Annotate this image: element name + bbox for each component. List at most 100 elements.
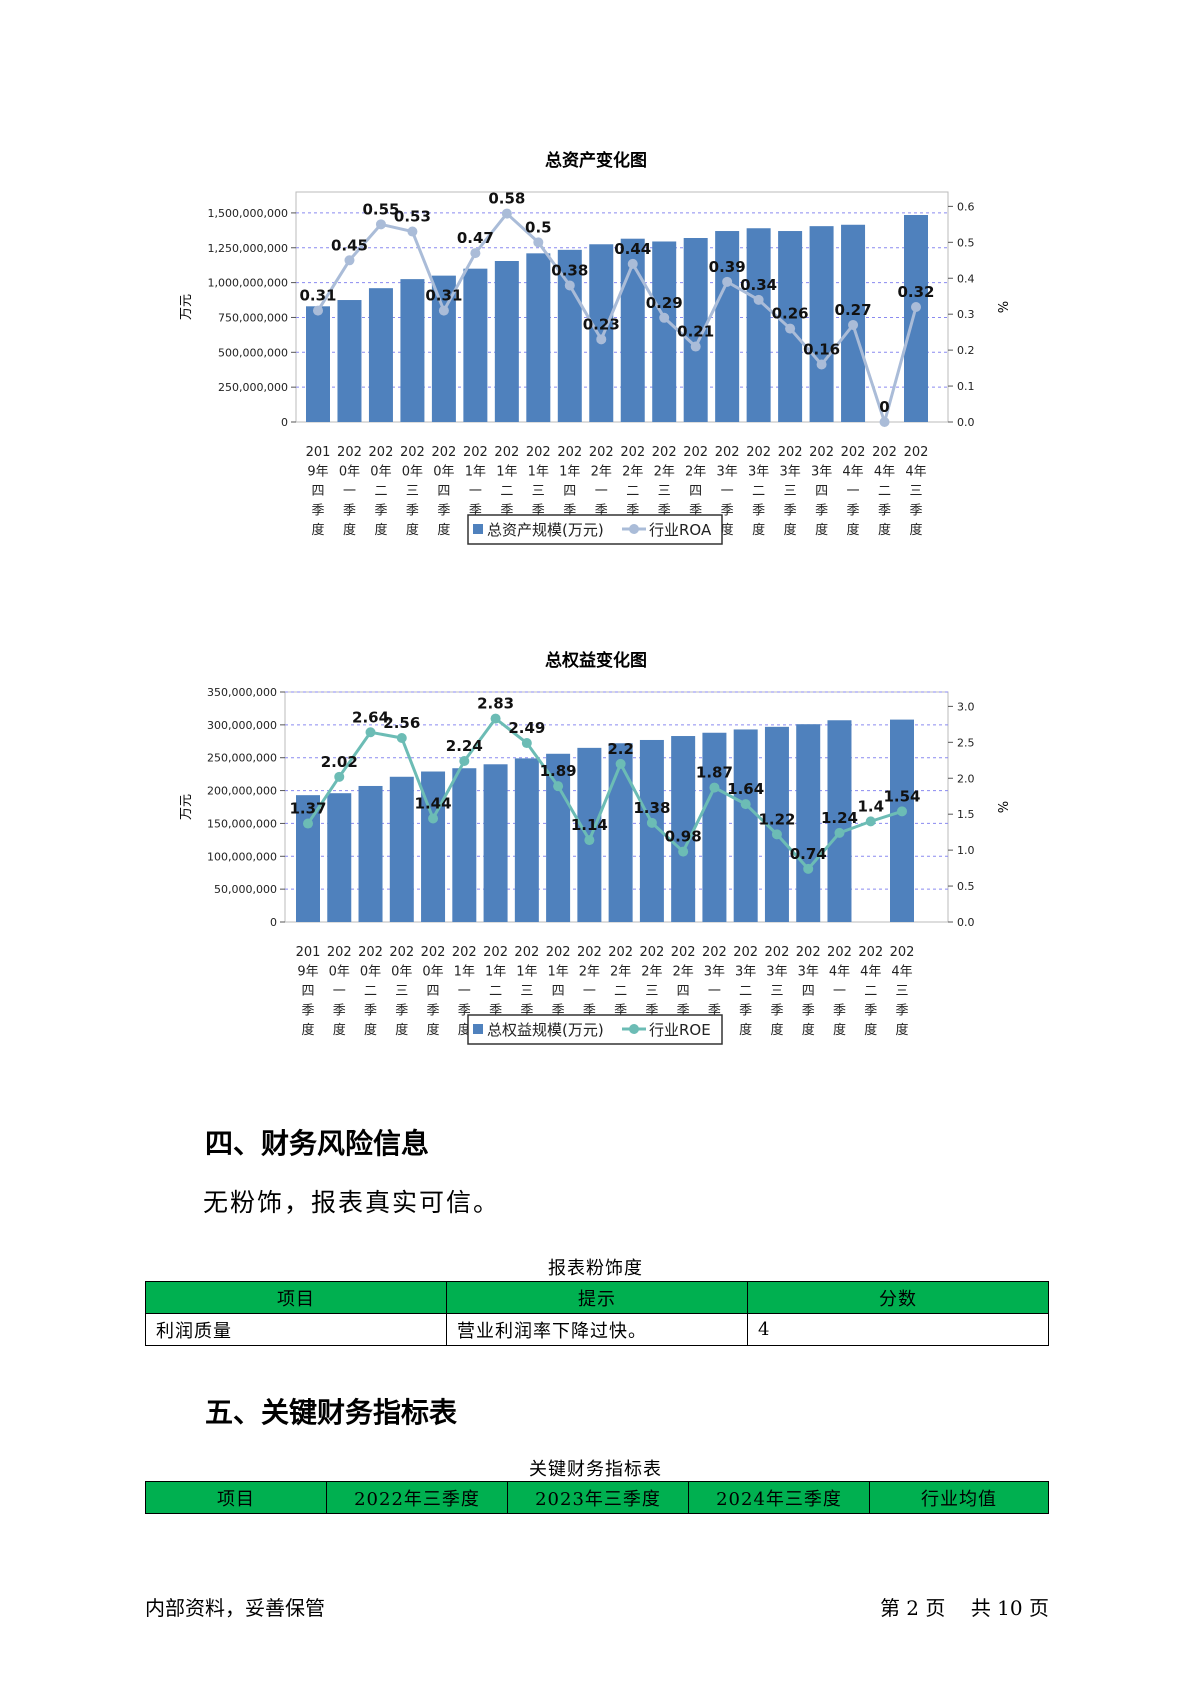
right-tick-label: 0.2 — [957, 344, 975, 357]
x-tick-label-line: 一 — [343, 484, 356, 499]
x-tick-label-line: 0年 — [370, 465, 391, 480]
x-tick-label-line: 202 — [337, 445, 362, 460]
left-tick-label: 1,500,000,000 — [208, 207, 288, 220]
x-tick-label-line: 202 — [514, 945, 539, 960]
x-tick-label-line: 三 — [520, 984, 533, 999]
data-label: 1.54 — [883, 787, 920, 805]
data-label: 1.22 — [758, 810, 795, 828]
data-label: 0.26 — [772, 305, 809, 323]
x-tick-label-line: 度 — [311, 522, 324, 538]
x-tick-label-line: 4年 — [874, 465, 895, 480]
key-table-header: 2022年三季度 — [326, 1481, 508, 1514]
x-tick-label-line: 二 — [878, 484, 891, 499]
data-label: 1.14 — [571, 816, 608, 834]
data-label: 0.38 — [551, 261, 588, 279]
x-tick-label-line: 202 — [639, 945, 664, 960]
x-tick-label-line: 季 — [909, 504, 922, 519]
data-label: 0.98 — [665, 828, 702, 846]
x-tick-label-line: 度 — [374, 522, 387, 538]
ratio-point — [722, 276, 733, 287]
x-tick-label-line: 2年 — [654, 465, 675, 480]
left-tick-label: 250,000,000 — [218, 381, 288, 394]
ratio-point — [313, 305, 323, 316]
x-tick-label-line: 季 — [721, 504, 734, 519]
x-tick-label-line: 一 — [469, 484, 482, 499]
right-tick-label: 3.0 — [957, 700, 975, 713]
x-tick-label-line: 季 — [752, 504, 765, 519]
right-tick-label: 0.0 — [957, 416, 975, 429]
legend-box — [467, 514, 723, 545]
legend-label: 总权益规模(万元) — [487, 1021, 604, 1039]
x-tick-label-line: 2年 — [622, 465, 643, 480]
table-row: 利润质量 营业利润率下降过快。 4 — [145, 1313, 1049, 1346]
bar — [296, 795, 320, 922]
data-label: 0.32 — [897, 283, 934, 301]
x-tick-label-line: 201 — [306, 445, 331, 460]
x-tick-label-line: 四 — [677, 984, 690, 999]
bar — [589, 244, 614, 422]
key-table-caption: 关键财务指标表 — [529, 1459, 662, 1480]
x-tick-label-line: 三 — [770, 984, 783, 999]
x-tick-label-line: 1年 — [528, 465, 549, 480]
x-tick-label-line: 二 — [739, 984, 752, 999]
left-tick-label: 500,000,000 — [218, 346, 288, 359]
x-tick-label: 202 4年三季度 — [890, 945, 915, 1038]
x-tick-label-line: 季 — [437, 504, 450, 519]
x-tick-label-line: 1年 — [559, 465, 580, 480]
total-assets-chart: 总资产变化图 0 250,000,000 500,000,000 750,000,000… — [0, 140, 1191, 595]
chart-title: 总资产变化图 — [545, 150, 647, 171]
x-tick-label-line: 202 — [494, 445, 519, 460]
x-tick-label-line: 度 — [752, 522, 765, 538]
bar — [306, 306, 330, 422]
x-tick-label-line: 度 — [721, 522, 734, 538]
x-tick-label-line: 度 — [815, 522, 828, 538]
x-tick-label-line: 度 — [406, 522, 419, 538]
x-tick-label-line: 四 — [563, 484, 576, 499]
data-label: 2.02 — [321, 753, 358, 771]
x-tick-label-line: 二 — [500, 484, 513, 499]
bar — [577, 747, 602, 922]
bar — [746, 228, 771, 422]
x-tick-label-line: 三 — [895, 984, 908, 999]
right-tick-label: 1.5 — [957, 808, 975, 821]
ratio-point — [678, 846, 689, 857]
ratio-point — [596, 334, 607, 345]
x-tick-label-line: 202 — [620, 445, 645, 460]
x-tick-label-line: 季 — [343, 504, 356, 519]
x-tick-label-line: 202 — [827, 945, 852, 960]
x-tick-label-line: 0年 — [339, 465, 360, 480]
data-label: 2.83 — [477, 695, 514, 713]
bar — [904, 215, 928, 422]
data-label: 0.27 — [835, 301, 872, 319]
risk-table-cell: 4 — [747, 1313, 1049, 1346]
x-tick-label-line: 202 — [652, 445, 677, 460]
x-tick-label-line: 二 — [626, 484, 639, 499]
total-assets-chart-svg: 总资产变化图 0 250,000,000 500,000,000 750,000,000… — [179, 150, 1009, 545]
left-tick-label: 50,000,000 — [214, 883, 277, 896]
bar — [389, 776, 414, 922]
x-tick-label-line: 202 — [733, 945, 758, 960]
key-table-header: 2024年三季度 — [688, 1481, 870, 1514]
x-tick-label-line: 度 — [864, 1022, 877, 1038]
ratio-point — [911, 302, 921, 312]
data-label: 0.34 — [740, 276, 777, 294]
left-tick-label: 100,000,000 — [207, 850, 277, 863]
left-tick-label: 250,000,000 — [207, 752, 277, 765]
x-tick-label-line: 202 — [327, 945, 352, 960]
legend-label: 总资产规模(万元) — [487, 521, 604, 539]
data-label: 0.53 — [394, 208, 431, 226]
x-tick-label-line: 202 — [683, 445, 708, 460]
ratio-point — [740, 799, 751, 810]
x-tick-label-line: 0年 — [360, 965, 381, 980]
x-tick-label-line: 2年 — [673, 965, 694, 980]
ratio-point — [490, 713, 501, 724]
risk-table-caption: 报表粉饰度 — [548, 1258, 643, 1279]
x-tick-label-line: 度 — [895, 1022, 908, 1038]
legend-box — [467, 1014, 723, 1045]
x-tick-label-line: 1年 — [465, 465, 486, 480]
